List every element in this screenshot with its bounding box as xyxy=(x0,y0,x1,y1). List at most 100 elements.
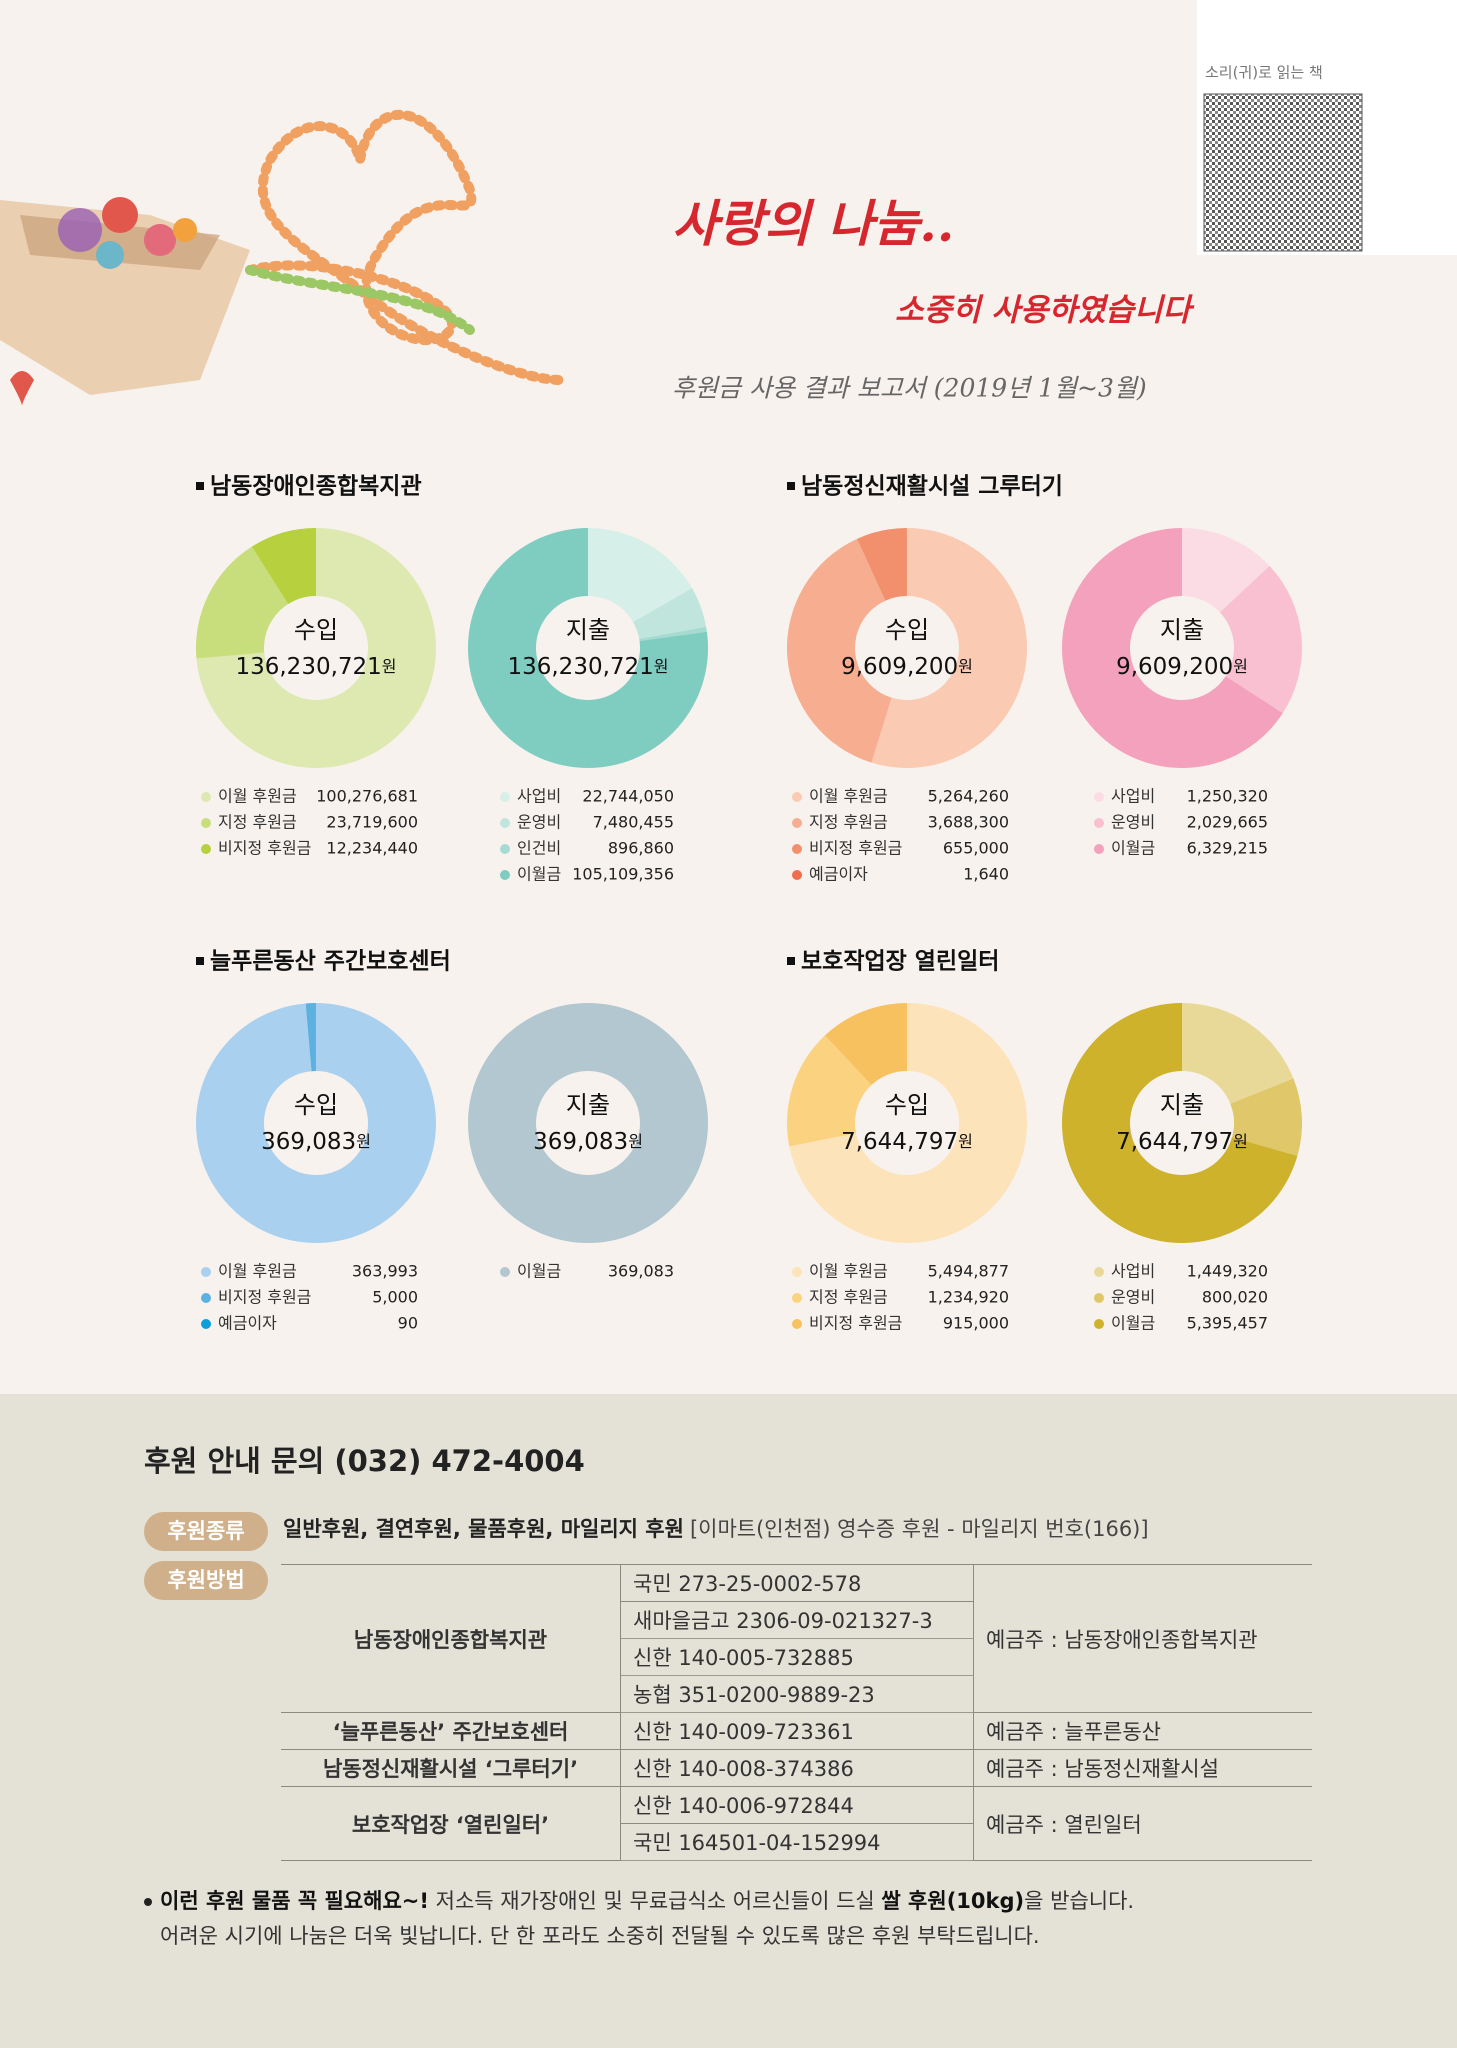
legend-value: 3,688,300 xyxy=(928,813,1009,832)
legend-swatch xyxy=(201,792,211,802)
donut-segment xyxy=(1062,528,1283,769)
header-report: 후원금 사용 결과 보고서 (2019년 1월~3월) xyxy=(672,374,1147,403)
legend-label: 운영비 xyxy=(1111,1288,1155,1307)
people-chain xyxy=(245,265,475,335)
table-row: 보호작업장 ‘열린일터’ 신한 140-006-972844 예금주 : 열린일터 xyxy=(281,1786,1312,1861)
legend-label: 사업비 xyxy=(517,787,561,806)
qr-code xyxy=(1203,93,1363,252)
account-holder: 예금주 : 남동정신재활시설 xyxy=(973,1749,1312,1787)
donut-segment xyxy=(468,1003,708,1243)
donut-segment xyxy=(1182,1003,1294,1104)
legend-label: 이월금 xyxy=(1111,839,1155,858)
title-marker xyxy=(196,957,204,965)
legend-label: 지정 후원금 xyxy=(809,813,888,832)
legend-swatch xyxy=(201,1267,211,1277)
legend-swatch xyxy=(201,1319,211,1329)
center-total: 369,083원 xyxy=(261,1129,371,1155)
legend-swatch xyxy=(1094,792,1104,802)
legend-label: 이월 후원금 xyxy=(809,1262,888,1281)
center-label: 수입 xyxy=(294,1091,338,1119)
legend-swatch xyxy=(201,818,211,828)
table-row: 신한 140-005-732885 xyxy=(281,1638,1312,1676)
legend-value: 100,276,681 xyxy=(316,787,418,806)
legend-label: 지정 후원금 xyxy=(809,1288,888,1307)
total-value: 7,644,797 xyxy=(841,1129,958,1155)
legend-swatch xyxy=(500,844,510,854)
legend-value: 90 xyxy=(398,1314,418,1333)
legend-value: 369,083 xyxy=(608,1262,674,1281)
center-label: 지출 xyxy=(566,616,610,644)
legend-swatch xyxy=(201,844,211,854)
legend-swatch xyxy=(792,1319,802,1329)
legend-swatch xyxy=(500,792,510,802)
center-label: 수입 xyxy=(885,616,929,644)
legend-swatch xyxy=(792,1293,802,1303)
legend-value: 363,993 xyxy=(352,1262,418,1281)
account-holder: 예금주 : 남동장애인종합복지관 xyxy=(973,1564,1312,1713)
center-label: 지출 xyxy=(1160,616,1204,644)
legend-label: 이월금 xyxy=(517,1262,561,1281)
legend-label: 비지정 후원금 xyxy=(218,1288,311,1307)
account-number: 국민 273-25-0002-578 xyxy=(620,1564,974,1602)
center-total: 369,083원 xyxy=(533,1129,643,1155)
total-unit: 원 xyxy=(958,1132,973,1151)
center-total: 9,609,200원 xyxy=(1116,654,1248,680)
donut-segment xyxy=(871,528,1027,769)
legend-label: 사업비 xyxy=(1111,787,1155,806)
legend-value: 1,640 xyxy=(963,865,1009,884)
legend-label: 이월 후원금 xyxy=(218,1262,297,1281)
legend-value: 1,234,920 xyxy=(928,1288,1009,1307)
badge: 후원종류 xyxy=(144,1512,268,1551)
legend-value: 915,000 xyxy=(943,1314,1009,1333)
legend-value: 1,250,320 xyxy=(1187,787,1268,806)
artwork: 사랑의 나눔.. 소중히 사용하였습니다 후원금 사용 결과 보고서 (2019… xyxy=(0,0,1457,1333)
total-unit: 원 xyxy=(382,657,397,676)
center-label: 지출 xyxy=(1160,1091,1204,1119)
legend-value: 105,109,356 xyxy=(572,865,674,884)
legend-value: 22,744,050 xyxy=(582,787,674,806)
account-number: 신한 140-009-723361 xyxy=(620,1712,974,1750)
legend-value: 12,234,440 xyxy=(326,839,418,858)
badge: 후원방법 xyxy=(144,1561,268,1600)
note-line: 이런 후원 물품 꼭 필요해요~! 저소득 재가장애인 및 무료급식소 어르신들… xyxy=(144,1884,1134,1919)
donut-segment xyxy=(1061,1003,1298,1243)
note-text: 저소득 재가장애인 및 무료급식소 어르신들이 드실 xyxy=(435,1889,875,1913)
total-value: 136,230,721 xyxy=(507,654,653,680)
legend-value: 896,860 xyxy=(608,839,674,858)
table-row: ‘늘푸른동산’ 주간보호센터 신한 140-009-723361 예금주 : 늘푸른… xyxy=(281,1712,1312,1750)
donut-segment xyxy=(588,528,693,623)
title-marker xyxy=(196,482,204,490)
donut-segment xyxy=(857,528,907,601)
title-marker xyxy=(787,957,795,965)
legend-label: 이월 후원금 xyxy=(809,787,888,806)
note-tail: 을 받습니다. xyxy=(1024,1889,1135,1913)
donut-segment xyxy=(825,1003,907,1086)
bullet xyxy=(144,1898,152,1906)
contact-section: 후원 안내 문의 (032) 472-4004 후원종류 일반후원, 결연후원,… xyxy=(0,1394,1457,2048)
total-value: 9,609,200 xyxy=(1116,654,1233,680)
account-holder: 예금주 : 늘푸른동산 xyxy=(973,1712,1312,1750)
total-value: 369,083 xyxy=(261,1129,356,1155)
total-unit: 원 xyxy=(654,657,669,676)
total-unit: 원 xyxy=(356,1132,371,1151)
donut-segment xyxy=(195,1003,436,1243)
center-label: 수입 xyxy=(294,616,338,644)
legend-label: 운영비 xyxy=(1111,813,1155,832)
people-chain xyxy=(245,109,565,385)
qr-caption: 소리(귀)로 읽는 책 xyxy=(1205,64,1323,82)
table-row: 농협 351-0200-9889-23 xyxy=(281,1675,1312,1713)
donut-segment xyxy=(789,1003,1027,1243)
center-total: 136,230,721원 xyxy=(235,654,396,680)
legend-value: 6,329,215 xyxy=(1187,839,1268,858)
legend-label: 비지정 후원금 xyxy=(809,839,902,858)
note: 이런 후원 물품 꼭 필요해요~! 저소득 재가장애인 및 무료급식소 어르신들… xyxy=(144,1884,1134,1954)
title-marker xyxy=(787,482,795,490)
total-unit: 원 xyxy=(1233,1132,1248,1151)
support-types: 일반후원, 결연후원, 물품후원, 마일리지 후원 [이마트(인천점) 영수증 후… xyxy=(283,1513,1149,1543)
total-unit: 원 xyxy=(1233,657,1248,676)
legend-value: 23,719,600 xyxy=(326,813,418,832)
legend-label: 예금이자 xyxy=(218,1314,277,1333)
total-unit: 원 xyxy=(628,1132,643,1151)
note-line: 어려운 시기에 나눔은 더욱 빛납니다. 단 한 포라도 소중히 전달될 수 있… xyxy=(160,1924,1040,1948)
